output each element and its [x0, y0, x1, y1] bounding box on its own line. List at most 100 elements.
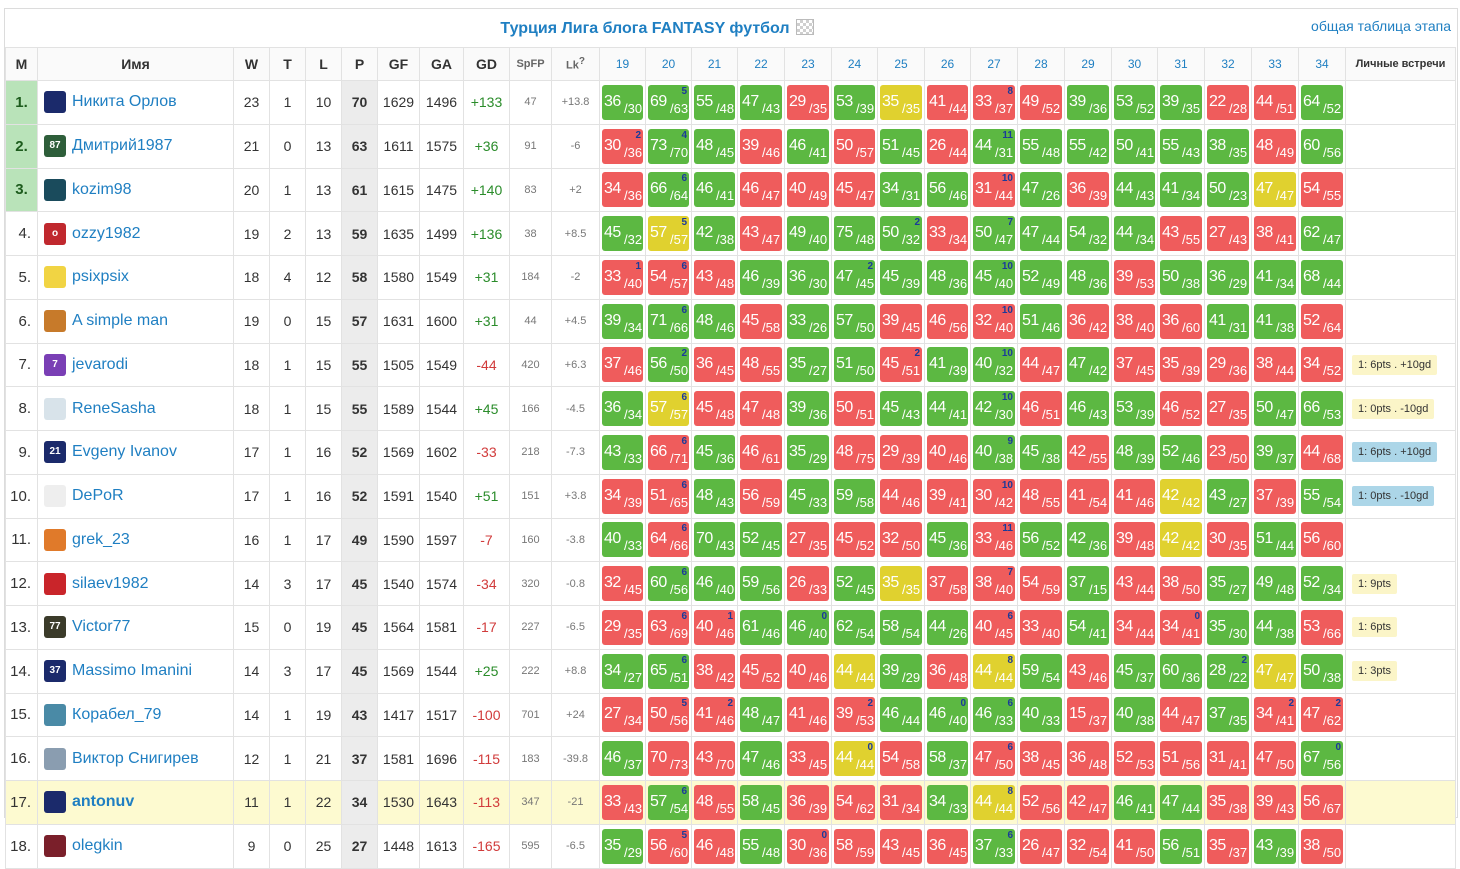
- round-result-cell[interactable]: 42/47: [1064, 780, 1112, 825]
- round-result-cell[interactable]: 36/48: [1064, 736, 1112, 781]
- round-result-cell[interactable]: 43/46: [1064, 648, 1112, 694]
- round-result-cell[interactable]: 46/39: [737, 255, 785, 300]
- match-score[interactable]: 54/62: [834, 784, 875, 820]
- round-result-cell[interactable]: 44/38: [1251, 605, 1299, 650]
- match-score[interactable]: 27/43: [1207, 216, 1249, 252]
- round-result-cell[interactable]: 50/38: [1298, 648, 1346, 694]
- match-score[interactable]: 40/38: [1114, 697, 1155, 733]
- match-score[interactable]: 47/50 6: [973, 741, 1015, 777]
- round-result-cell[interactable]: 63/69 6: [645, 605, 692, 650]
- match-score[interactable]: 48/43: [694, 478, 735, 514]
- match-score[interactable]: 39/53: [1114, 259, 1155, 295]
- round-result-cell[interactable]: 46/47: [737, 167, 785, 213]
- match-score[interactable]: 38/50: [1160, 566, 1202, 602]
- round-result-cell[interactable]: 32/54: [1064, 823, 1112, 869]
- round-result-cell[interactable]: 48/49: [1251, 123, 1299, 169]
- round-result-cell[interactable]: 55/54: [1298, 473, 1346, 519]
- round-header[interactable]: 31: [1157, 47, 1205, 81]
- round-result-cell[interactable]: 33/37 8: [970, 80, 1018, 125]
- round-result-cell[interactable]: 46/61: [737, 430, 785, 475]
- round-result-cell[interactable]: 31/34: [877, 780, 925, 825]
- match-score[interactable]: 40/45 6: [973, 609, 1015, 645]
- round-result-cell[interactable]: 48/55: [737, 342, 785, 388]
- round-result-cell[interactable]: 51/45: [877, 123, 925, 169]
- round-result-cell[interactable]: 27/35: [784, 517, 832, 563]
- match-score[interactable]: 54/58: [880, 741, 922, 777]
- player-name-link[interactable]: Massimo Imanini: [72, 662, 193, 680]
- player-name-link[interactable]: ozzy1982: [72, 224, 141, 242]
- match-score[interactable]: 30/36 2: [602, 128, 643, 164]
- round-result-cell[interactable]: 40/33: [599, 517, 646, 563]
- match-score[interactable]: 46/47: [740, 172, 782, 208]
- match-score[interactable]: 15/37: [1067, 697, 1109, 733]
- match-score[interactable]: 51/65 6: [648, 478, 689, 514]
- round-result-cell[interactable]: 56/59: [737, 473, 785, 519]
- match-score[interactable]: 51/45: [880, 128, 922, 164]
- round-header[interactable]: 27: [970, 47, 1018, 81]
- round-result-cell[interactable]: 44/51: [1251, 80, 1299, 125]
- match-score[interactable]: 41/34: [1160, 172, 1202, 208]
- round-result-cell[interactable]: 33/40: [1017, 605, 1065, 650]
- round-result-cell[interactable]: 29/35: [599, 605, 646, 650]
- round-result-cell[interactable]: 36/45: [924, 823, 971, 869]
- round-result-cell[interactable]: 50/57: [831, 123, 878, 169]
- lk-help-icon[interactable]: ?: [578, 56, 585, 68]
- round-result-cell[interactable]: 42/42: [1157, 473, 1205, 519]
- round-result-cell[interactable]: 30/36 2: [599, 123, 646, 169]
- match-score[interactable]: 43/46: [1067, 653, 1109, 689]
- round-result-cell[interactable]: 36/39: [784, 780, 832, 825]
- match-score[interactable]: 46/40 0: [927, 697, 968, 733]
- round-result-cell[interactable]: 54/55: [1298, 167, 1346, 213]
- match-score[interactable]: 47/42: [1067, 347, 1109, 383]
- match-score[interactable]: 43/48: [694, 259, 735, 295]
- match-score[interactable]: 61/46: [740, 609, 782, 645]
- round-result-cell[interactable]: 52/45: [831, 561, 878, 606]
- round-result-cell[interactable]: 60/56: [1298, 123, 1346, 169]
- round-result-cell[interactable]: 41/50: [1111, 823, 1158, 869]
- round-header[interactable]: 23: [784, 47, 832, 81]
- match-score[interactable]: 22/28: [1207, 84, 1249, 120]
- match-score[interactable]: 71/66 6: [648, 303, 689, 339]
- match-score[interactable]: 33/45: [787, 741, 829, 777]
- round-result-cell[interactable]: 56/60 5: [645, 823, 692, 869]
- round-result-cell[interactable]: 44/47: [1017, 342, 1065, 388]
- match-score[interactable]: 60/56 6: [648, 566, 689, 602]
- round-result-cell[interactable]: 61/46: [737, 605, 785, 650]
- round-result-cell[interactable]: 46/40: [691, 561, 738, 606]
- round-result-cell[interactable]: 45/43: [877, 386, 925, 431]
- round-result-cell[interactable]: 39/53 2: [831, 692, 878, 738]
- round-result-cell[interactable]: 45/32: [599, 211, 646, 256]
- round-result-cell[interactable]: 33/26: [784, 298, 832, 344]
- round-result-cell[interactable]: 31/44 10: [970, 167, 1018, 213]
- match-score[interactable]: 52/45: [740, 522, 782, 558]
- round-result-cell[interactable]: 44/44 0: [831, 736, 878, 781]
- match-score[interactable]: 58/59: [834, 828, 875, 864]
- round-result-cell[interactable]: 38/50: [1157, 561, 1205, 606]
- round-result-cell[interactable]: 57/50: [831, 298, 878, 344]
- match-score[interactable]: 48/46: [694, 303, 735, 339]
- round-result-cell[interactable]: 39/46: [737, 123, 785, 169]
- match-score[interactable]: 43/33: [602, 434, 643, 470]
- round-result-cell[interactable]: 56/50 2: [645, 342, 692, 388]
- match-score[interactable]: 50/41: [1114, 128, 1155, 164]
- round-result-cell[interactable]: 39/43: [1251, 780, 1299, 825]
- match-score[interactable]: 36/45: [927, 828, 968, 864]
- round-result-cell[interactable]: 46/43: [1064, 386, 1112, 431]
- round-result-cell[interactable]: 46/40 0: [784, 605, 832, 650]
- match-score[interactable]: 54/32: [1067, 216, 1109, 252]
- match-score[interactable]: 30/42 10: [973, 478, 1015, 514]
- match-score[interactable]: 38/35: [1207, 128, 1249, 164]
- round-header[interactable]: 34: [1298, 47, 1346, 81]
- round-result-cell[interactable]: 46/44: [877, 692, 925, 738]
- match-score[interactable]: 70/43: [694, 522, 735, 558]
- round-result-cell[interactable]: 39/41: [924, 473, 971, 519]
- match-score[interactable]: 34/52: [1301, 347, 1343, 383]
- round-result-cell[interactable]: 73/70 4: [645, 123, 692, 169]
- round-result-cell[interactable]: 40/38: [1111, 692, 1158, 738]
- round-header[interactable]: 19: [599, 47, 646, 81]
- match-score[interactable]: 58/54: [880, 609, 922, 645]
- match-score[interactable]: 33/26: [787, 303, 829, 339]
- round-result-cell[interactable]: 70/73: [645, 736, 692, 781]
- player-name-link[interactable]: antonuv: [72, 793, 135, 811]
- match-score[interactable]: 57/57 5: [648, 216, 689, 252]
